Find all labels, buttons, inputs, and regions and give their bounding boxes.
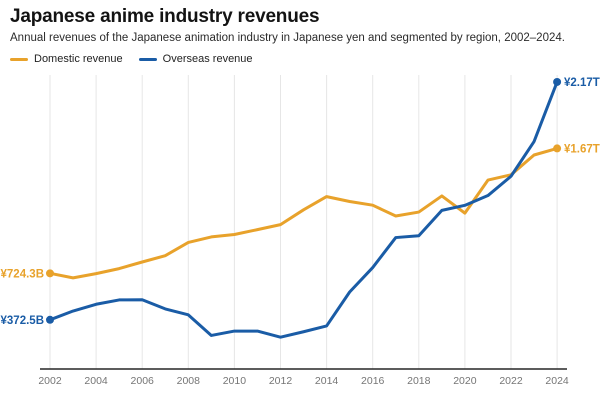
chart-subtitle: Annual revenues of the Japanese animatio… [10, 32, 565, 44]
chart-legend: Domestic revenue Overseas revenue [10, 53, 253, 65]
series-start-point-domestic [46, 269, 54, 278]
start-value-label-domestic: ¥724.3B [1, 268, 44, 280]
legend-label-domestic: Domestic revenue [34, 53, 123, 65]
series-line-domestic [48, 146, 559, 280]
x-tick-2024: 2024 [545, 375, 569, 387]
legend-item-overseas: Overseas revenue [138, 53, 253, 65]
series-end-point-overseas [553, 77, 562, 86]
legend-label-overseas: Overseas revenue [162, 53, 253, 65]
end-value-label-overseas: ¥2.17T [564, 77, 600, 89]
x-tick-2006: 2006 [131, 375, 155, 387]
legend-item-domestic: Domestic revenue [10, 53, 123, 65]
x-tick-2018: 2018 [407, 375, 431, 387]
end-value-label-domestic: ¥1.67T [564, 143, 600, 155]
legend-swatch-domestic [10, 57, 28, 61]
series-start-point-overseas [46, 315, 54, 324]
start-value-label-overseas: ¥372.5B [1, 315, 44, 327]
legend-swatch-overseas [138, 57, 157, 61]
x-tick-2022: 2022 [499, 375, 523, 387]
x-tick-2008: 2008 [177, 375, 201, 387]
series-line-overseas [48, 80, 559, 339]
x-tick-2016: 2016 [361, 375, 385, 387]
x-tick-2012: 2012 [269, 375, 293, 387]
chart-title: Japanese anime industry revenues [10, 6, 320, 27]
x-tick-2004: 2004 [84, 375, 108, 387]
series-end-point-domestic [553, 144, 562, 153]
x-tick-2020: 2020 [453, 375, 477, 387]
x-tick-2014: 2014 [315, 375, 339, 387]
x-tick-2002: 2002 [38, 375, 62, 387]
x-tick-2010: 2010 [223, 375, 247, 387]
